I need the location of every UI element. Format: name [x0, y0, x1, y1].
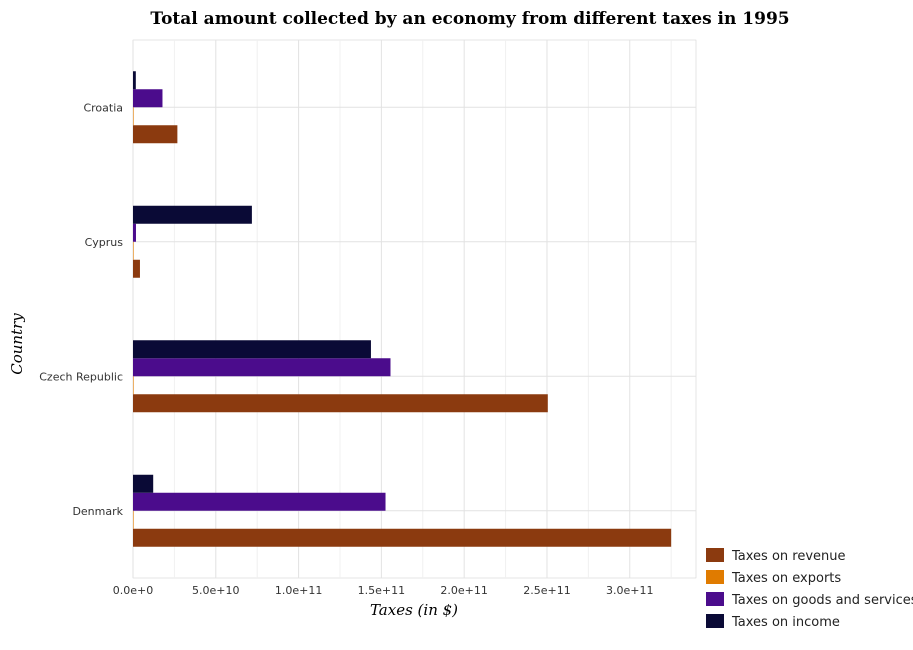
bar-taxes-on-income	[133, 340, 371, 359]
y-tick-label: Czech Republic	[39, 370, 123, 383]
legend-label: Taxes on revenue	[731, 549, 846, 564]
y-tick-label: Croatia	[83, 101, 123, 114]
bar-taxes-on-goods-and-services	[133, 223, 136, 242]
x-tick-label: 1.5e+11	[358, 584, 405, 597]
legend-swatch	[706, 614, 724, 628]
y-axis-label: Country	[8, 313, 26, 375]
x-tick-label: 0.0e+0	[113, 584, 153, 597]
x-tick-label: 2.5e+11	[523, 584, 570, 597]
bar-taxes-on-goods-and-services	[133, 89, 163, 108]
bar-taxes-on-exports	[133, 510, 134, 529]
legend-label: Taxes on exports	[731, 571, 841, 586]
bar-taxes-on-revenue	[133, 528, 672, 547]
legend: Taxes on revenue Taxes on exports Taxes on…	[706, 548, 913, 630]
x-tick-label: 5.0e+10	[192, 584, 239, 597]
legend-swatch	[706, 592, 724, 606]
bar-taxes-on-income	[133, 205, 252, 224]
plot-background	[132, 39, 697, 579]
plot-area: 0.0e+0 5.0e+10 1.0e+11 1.5e+11 2.0e+11 2.5e+1…	[39, 39, 697, 597]
bar-taxes-on-goods-and-services	[133, 358, 391, 377]
bar-taxes-on-goods-and-services	[133, 492, 386, 511]
bar-taxes-on-income	[133, 474, 154, 493]
legend-swatch	[706, 548, 724, 562]
bar-taxes-on-revenue	[133, 394, 548, 413]
x-tick-label: 2.0e+11	[440, 584, 487, 597]
chart-title: Total amount collected by an economy fro…	[150, 9, 789, 29]
bar-taxes-on-exports	[133, 241, 134, 260]
bar-taxes-on-revenue	[133, 259, 140, 278]
x-axis-label: Taxes (in $)	[370, 601, 458, 619]
bar-taxes-on-revenue	[133, 125, 178, 144]
y-tick-label: Cyprus	[85, 236, 124, 249]
bar-taxes-on-exports	[133, 376, 134, 395]
x-tick-label: 1.0e+11	[275, 584, 322, 597]
x-tick-label: 3.0e+11	[606, 584, 653, 597]
y-tick-label: Denmark	[72, 505, 123, 518]
bar-taxes-on-exports	[133, 107, 134, 126]
legend-swatch	[706, 570, 724, 584]
legend-label: Taxes on income	[731, 615, 840, 630]
bar-taxes-on-income	[133, 71, 136, 90]
legend-label: Taxes on goods and services	[731, 593, 913, 608]
